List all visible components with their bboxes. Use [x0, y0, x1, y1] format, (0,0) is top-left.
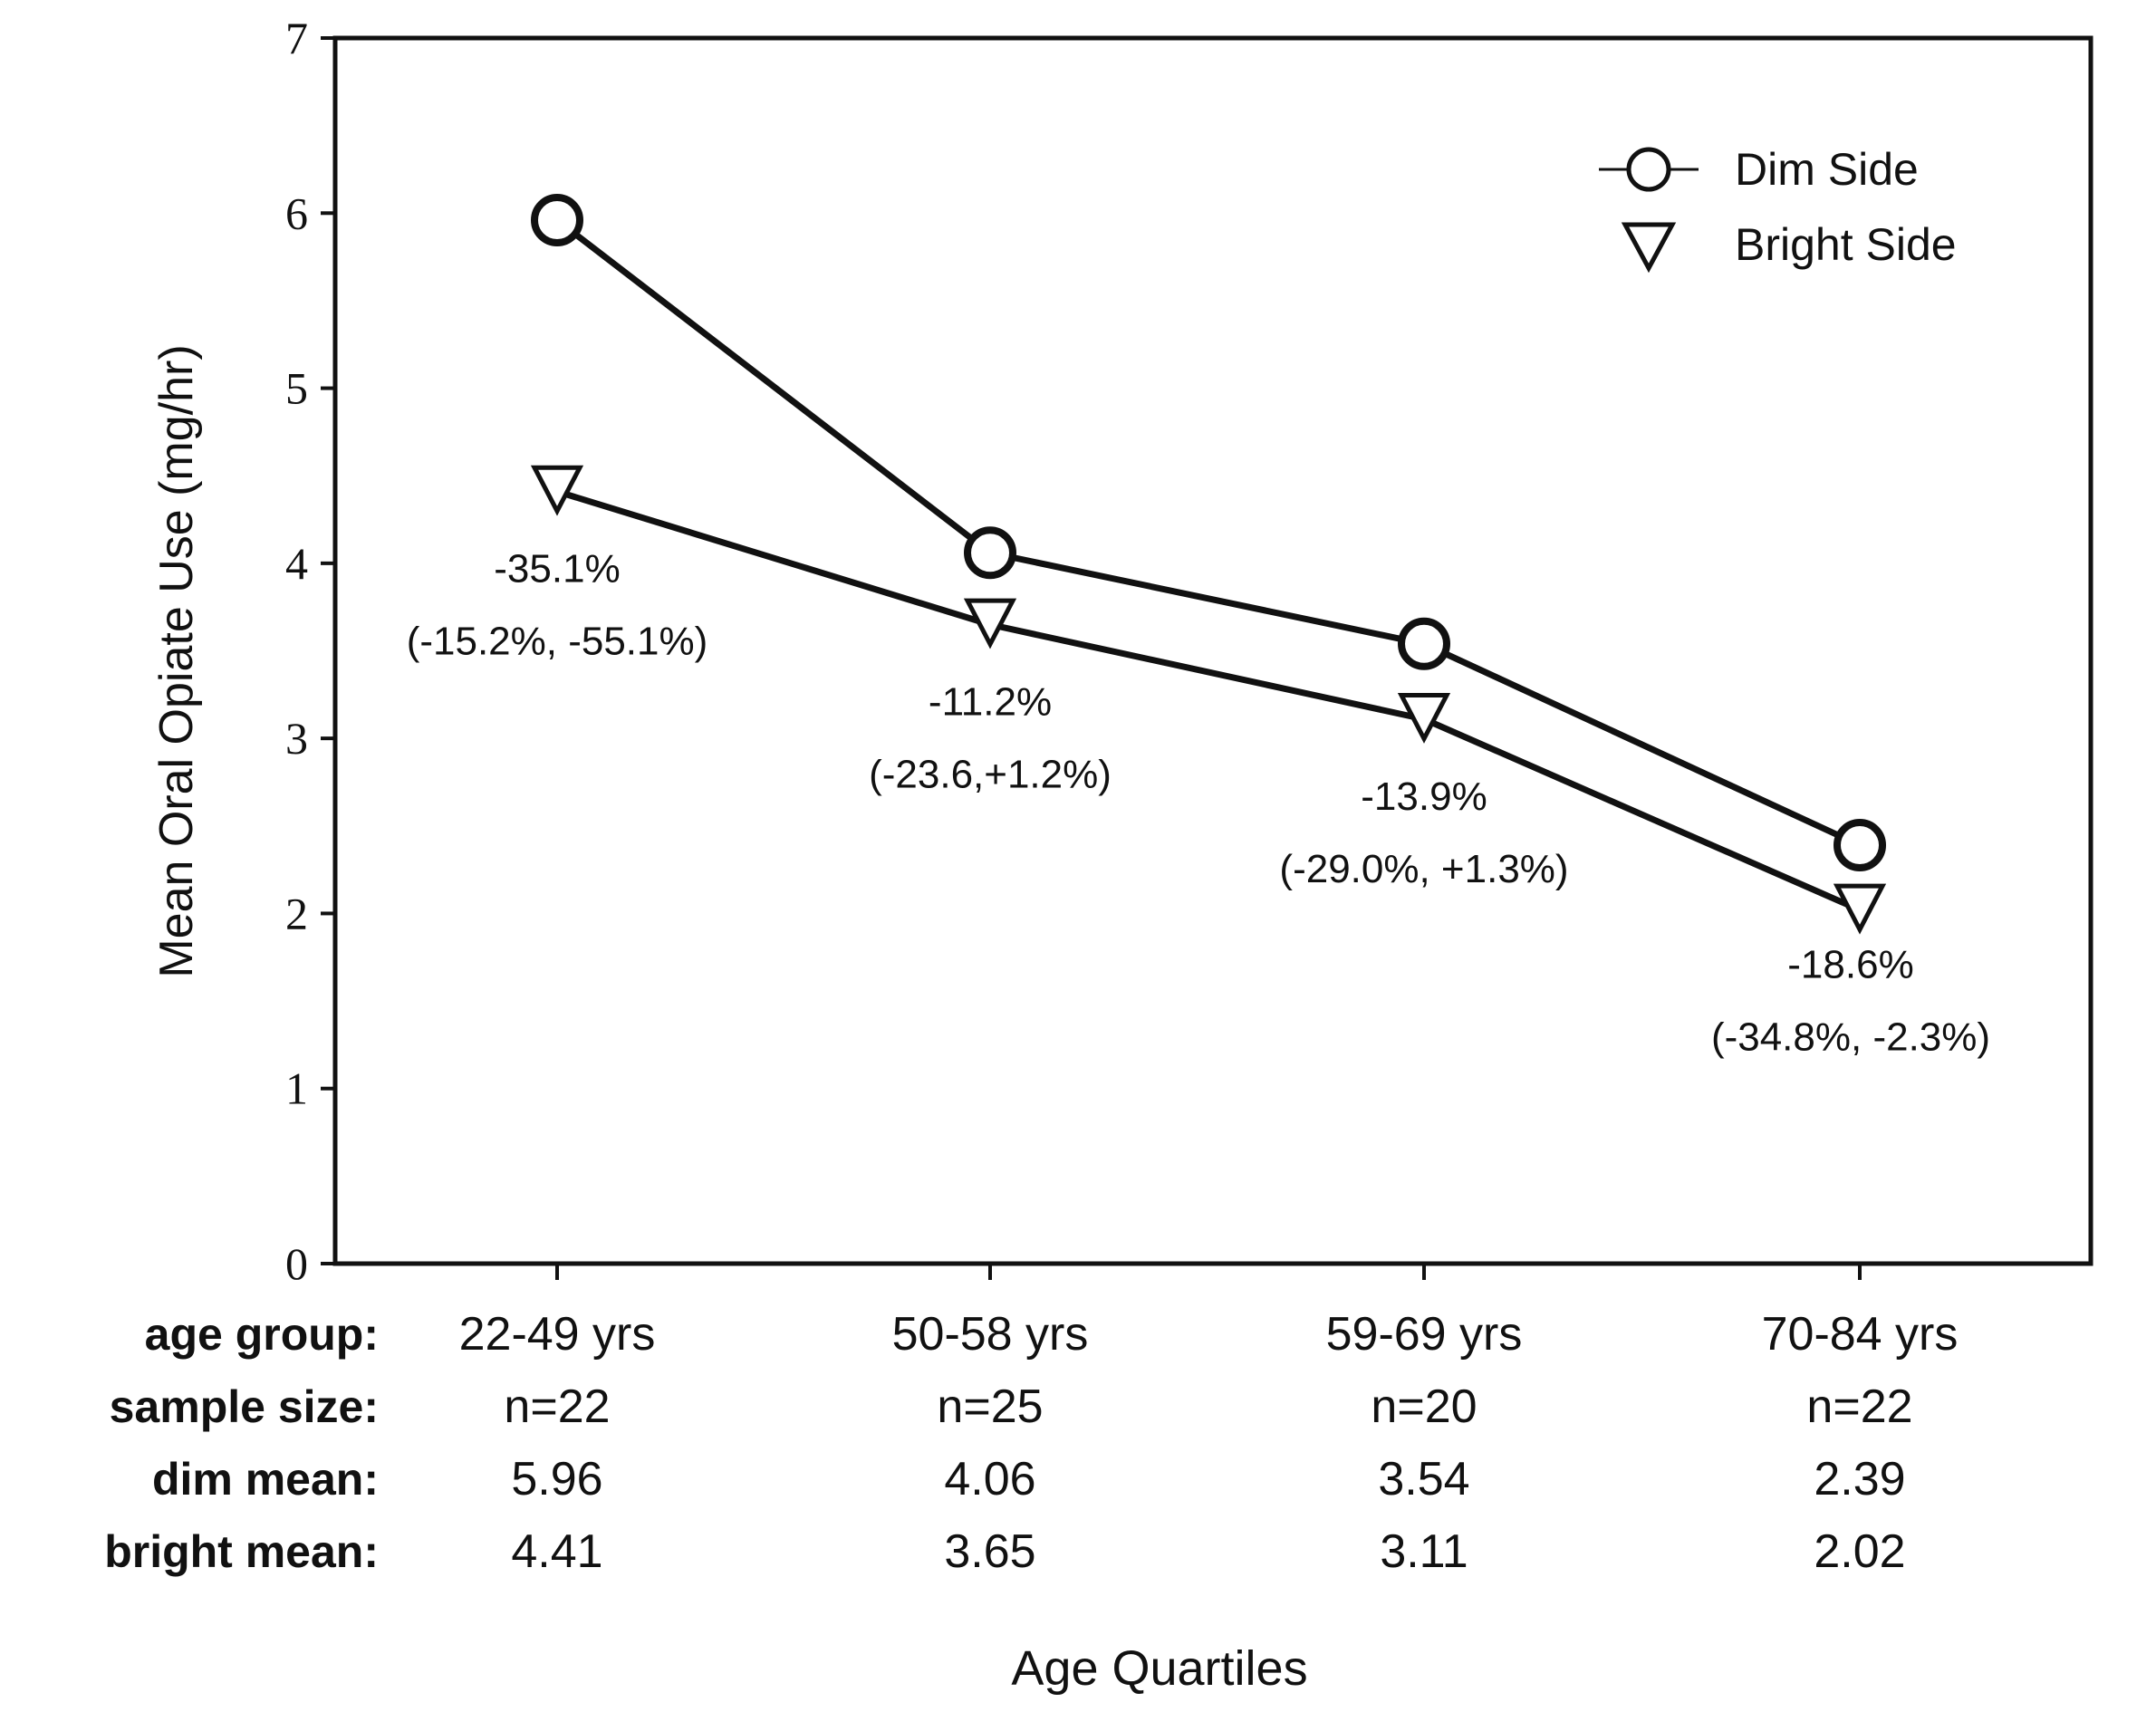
annotation-interval: (-23.6,+1.2%): [869, 753, 1112, 797]
y-tick-label: 2: [285, 888, 308, 938]
dim-side-point: [1398, 617, 1450, 670]
bright-mean-cell: 2.02: [1814, 1525, 1905, 1578]
dim-mean-cell: 3.54: [1378, 1453, 1469, 1505]
y-tick-label: 5: [285, 363, 308, 414]
bright-side-point: [963, 598, 1017, 649]
bright-side-point: [530, 465, 584, 516]
bright-mean-label: bright mean:: [104, 1526, 379, 1577]
dim-side-line: [554, 217, 1862, 849]
age-group-cell: 50-58 yrs: [892, 1308, 1089, 1361]
y-axis-label: Mean Oral Opiate Use (mg/hr): [150, 344, 203, 977]
sample-size-label: sample size:: [110, 1381, 379, 1432]
annotation-interval: (-34.8%, -2.3%): [1711, 1015, 1990, 1060]
dim-mean-cell: 5.96: [511, 1453, 602, 1505]
legend-bright-marker: [1621, 222, 1677, 274]
dim-mean-label: dim mean:: [152, 1454, 379, 1505]
plot-frame: [332, 35, 2093, 1266]
annotation-percent: -35.1%: [494, 547, 620, 592]
annotation-percent: -18.6%: [1787, 943, 1913, 987]
age-group-label: age group:: [145, 1309, 379, 1360]
legend-bright-label: Bright Side: [1735, 219, 1957, 270]
dim-mean-cell: 2.39: [1814, 1453, 1905, 1505]
dim-side-point: [1834, 819, 1886, 872]
bright-side-line: [555, 488, 1862, 913]
legend-dim-label: Dim Side: [1735, 144, 1919, 195]
y-tick-label: 1: [285, 1063, 308, 1114]
y-tick-label: 7: [285, 13, 308, 63]
annotation-percent: -11.2%: [929, 680, 1052, 725]
bright-mean-cell: 4.41: [511, 1525, 602, 1578]
annotation-percent: -13.9%: [1361, 774, 1487, 819]
sample-size-cell: n=22: [504, 1380, 610, 1433]
dim-side-point: [964, 526, 1016, 580]
bright-side-point: [1833, 883, 1887, 935]
sample-size-cell: n=22: [1806, 1380, 1912, 1433]
bright-mean-cell: 3.65: [944, 1525, 1035, 1578]
dim-side-point: [531, 194, 583, 247]
age-group-cell: 59-69 yrs: [1326, 1308, 1523, 1361]
dim-mean-cell: 4.06: [944, 1453, 1035, 1505]
sample-size-cell: n=25: [937, 1380, 1043, 1433]
bright-side-point: [1397, 692, 1451, 744]
y-tick-label: 3: [285, 713, 308, 764]
sample-size-cell: n=20: [1371, 1380, 1477, 1433]
annotation-interval: (-29.0%, +1.3%): [1279, 847, 1568, 891]
y-tick-label: 6: [285, 188, 308, 238]
legend-dim-marker: [1626, 147, 1671, 192]
annotation-interval: (-15.2%, -55.1%): [407, 620, 708, 664]
age-group-cell: 70-84 yrs: [1762, 1308, 1959, 1361]
y-tick-label: 0: [285, 1238, 308, 1289]
y-tick-label: 4: [285, 538, 308, 589]
x-axis-label: Age Quartiles: [1011, 1641, 1307, 1696]
age-group-cell: 22-49 yrs: [459, 1308, 656, 1361]
bright-mean-cell: 3.11: [1380, 1525, 1468, 1578]
